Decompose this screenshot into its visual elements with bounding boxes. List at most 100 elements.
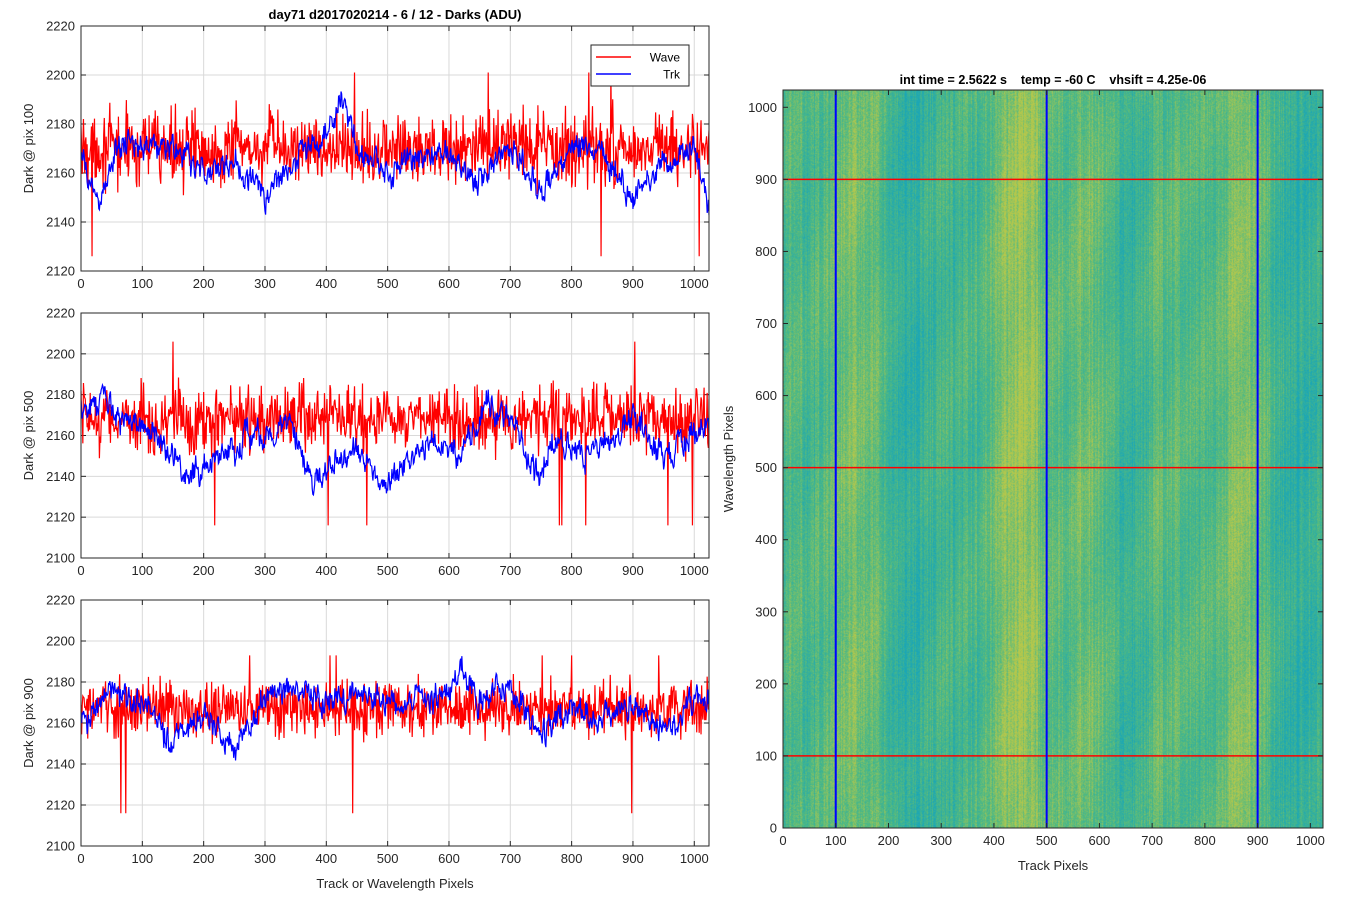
y-tick-label: 2200 bbox=[46, 634, 75, 649]
x-tick-label: 1000 bbox=[1296, 833, 1325, 848]
y-tick-label: 2120 bbox=[46, 798, 75, 813]
heatmap-panel: 0 100 200 300 400 500 600 700 800 900 1000 0 100 200 3… bbox=[721, 73, 1325, 873]
y-axis-label: Dark @ pix 500 bbox=[21, 391, 36, 481]
x-tick-label: 800 bbox=[561, 563, 583, 578]
series-line-wave bbox=[81, 341, 709, 526]
y-tick-label: 2180 bbox=[46, 387, 75, 402]
heatmap-image bbox=[783, 90, 1323, 828]
y-tick-label: 900 bbox=[755, 172, 777, 187]
y-tick-label: 2220 bbox=[46, 306, 75, 321]
x-tick-label: 500 bbox=[377, 851, 399, 866]
x-tick-label: 0 bbox=[77, 563, 84, 578]
x-tick-label: 1000 bbox=[680, 276, 709, 291]
axes-frame bbox=[80, 599, 710, 847]
series-line-wave bbox=[81, 655, 709, 814]
x-tick-label: 0 bbox=[779, 833, 786, 848]
y-tick-label: 1000 bbox=[748, 100, 777, 115]
y-tick-label: 2160 bbox=[46, 166, 75, 181]
x-tick-label: 1000 bbox=[680, 851, 709, 866]
x-tick-label: 300 bbox=[254, 276, 276, 291]
x-tick-label: 0 bbox=[77, 851, 84, 866]
y-tick-label: 2180 bbox=[46, 117, 75, 132]
x-tick-label: 400 bbox=[315, 276, 337, 291]
y-tick-label: 2120 bbox=[46, 264, 75, 279]
x-tick-label: 100 bbox=[131, 563, 153, 578]
x-tick-label: 200 bbox=[193, 851, 215, 866]
y-tick-label: 2200 bbox=[46, 68, 75, 83]
y-tick-label: 2120 bbox=[46, 510, 75, 525]
y-tick-label: 100 bbox=[755, 748, 777, 763]
y-tick-label: 600 bbox=[755, 388, 777, 403]
x-tick-label: 400 bbox=[315, 851, 337, 866]
x-tick-label: 800 bbox=[561, 276, 583, 291]
x-tick-label: 900 bbox=[622, 851, 644, 866]
x-tick-label: 300 bbox=[254, 563, 276, 578]
legend-entry-wave: Wave bbox=[650, 51, 681, 65]
x-tick-label: 700 bbox=[499, 851, 521, 866]
heatmap-title: int time = 2.5622 s temp = -60 C vhsift … bbox=[900, 73, 1207, 87]
axes-frame bbox=[782, 89, 1324, 829]
x-tick-label: 100 bbox=[131, 276, 153, 291]
y-axis-label: Dark @ pix 900 bbox=[21, 678, 36, 768]
y-axis-label: Wavelength Pixels bbox=[721, 405, 736, 512]
x-tick-label: 500 bbox=[377, 276, 399, 291]
series-line-trk bbox=[81, 91, 709, 216]
x-tick-label: 700 bbox=[1141, 833, 1163, 848]
x-tick-label: 600 bbox=[438, 851, 460, 866]
y-tick-label: 200 bbox=[755, 676, 777, 691]
x-tick-label: 600 bbox=[438, 563, 460, 578]
x-tick-label: 800 bbox=[561, 851, 583, 866]
y-axis-label: Dark @ pix 100 bbox=[21, 104, 36, 194]
y-tick-label: 700 bbox=[755, 316, 777, 331]
y-tick-label: 0 bbox=[770, 821, 777, 836]
y-tick-label: 2100 bbox=[46, 839, 75, 854]
legend-entry-trk: Trk bbox=[663, 68, 681, 82]
line-panel-pix-100: 0 100 200 300 400 500 600 700 800 900 1000 2120 2140… bbox=[21, 19, 710, 291]
series-line-trk bbox=[81, 656, 709, 761]
x-tick-label: 200 bbox=[193, 276, 215, 291]
x-tick-label: 600 bbox=[438, 276, 460, 291]
x-axis-label: Track or Wavelength Pixels bbox=[316, 876, 474, 891]
x-tick-label: 700 bbox=[499, 563, 521, 578]
x-tick-label: 100 bbox=[131, 851, 153, 866]
x-tick-label: 700 bbox=[499, 276, 521, 291]
x-tick-label: 300 bbox=[930, 833, 952, 848]
y-tick-label: 2140 bbox=[46, 469, 75, 484]
y-tick-label: 2140 bbox=[46, 757, 75, 772]
x-tick-label: 400 bbox=[315, 563, 337, 578]
legend: Wave Trk bbox=[590, 44, 690, 87]
y-tick-label: 300 bbox=[755, 604, 777, 619]
y-tick-label: 2180 bbox=[46, 675, 75, 690]
x-tick-label: 900 bbox=[622, 563, 644, 578]
x-tick-label: 200 bbox=[193, 563, 215, 578]
x-tick-label: 500 bbox=[1036, 833, 1058, 848]
x-tick-label: 1000 bbox=[680, 563, 709, 578]
x-tick-label: 900 bbox=[622, 276, 644, 291]
y-tick-label: 2160 bbox=[46, 716, 75, 731]
y-tick-label: 2220 bbox=[46, 593, 75, 608]
y-tick-label: 2220 bbox=[46, 19, 75, 34]
line-panel-pix-900: 0 100 200 300 400 500 600 700 800 900 1000 2100 2120… bbox=[21, 593, 710, 891]
x-tick-label: 100 bbox=[825, 833, 847, 848]
series-line-trk bbox=[81, 382, 709, 497]
y-tick-label: 2200 bbox=[46, 346, 75, 361]
x-tick-label: 200 bbox=[878, 833, 900, 848]
x-tick-label: 400 bbox=[983, 833, 1005, 848]
figure-title: day71 d2017020214 - 6 / 12 - Darks (ADU) bbox=[269, 7, 522, 22]
x-tick-label: 500 bbox=[377, 563, 399, 578]
legend-box bbox=[590, 44, 690, 87]
y-tick-label: 2160 bbox=[46, 428, 75, 443]
x-tick-label: 800 bbox=[1194, 833, 1216, 848]
x-tick-label: 600 bbox=[1089, 833, 1111, 848]
axes-frame bbox=[80, 312, 710, 559]
x-tick-label: 900 bbox=[1247, 833, 1269, 848]
y-tick-label: 800 bbox=[755, 244, 777, 259]
y-tick-label: 400 bbox=[755, 532, 777, 547]
line-panel-pix-500: 0 100 200 300 400 500 600 700 800 900 1000 2100 2120… bbox=[21, 306, 710, 578]
y-tick-label: 2100 bbox=[46, 551, 75, 566]
axes-frame bbox=[80, 25, 710, 272]
series-line-wave bbox=[81, 72, 709, 257]
x-tick-label: 0 bbox=[77, 276, 84, 291]
